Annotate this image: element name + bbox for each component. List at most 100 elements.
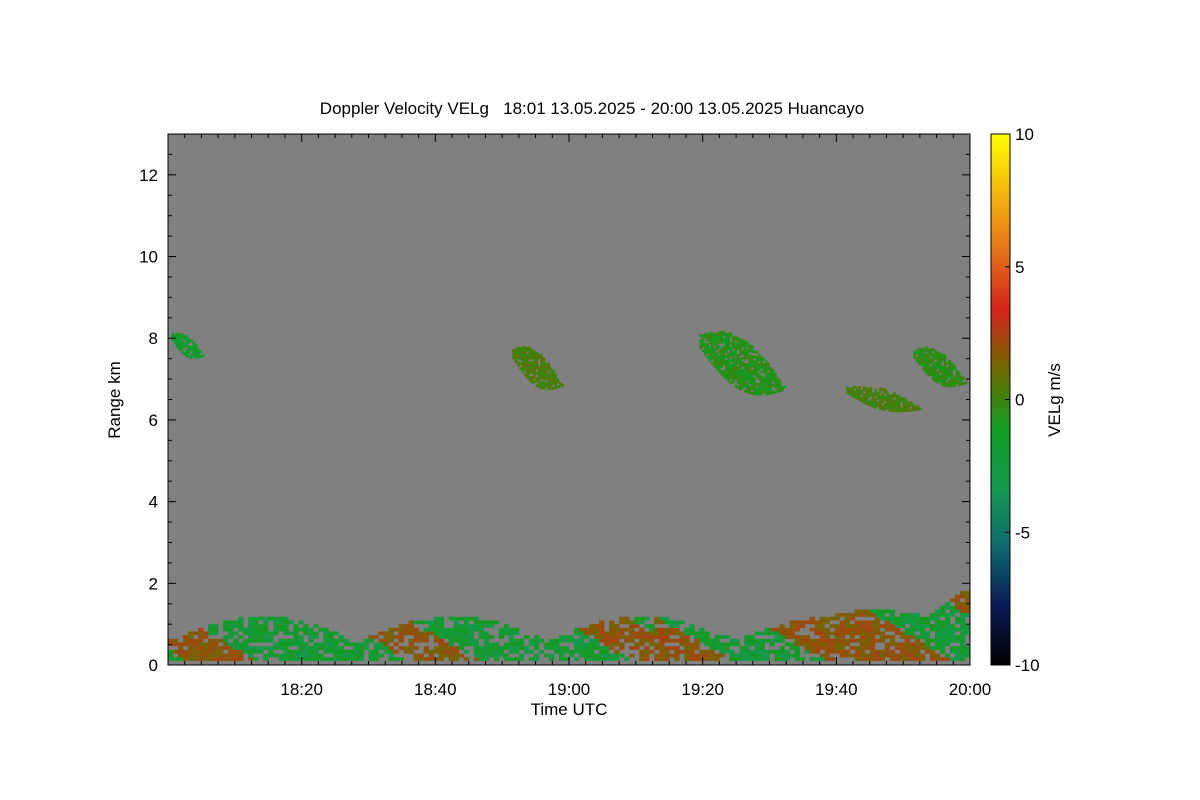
echo-feature-cell <box>774 385 777 389</box>
echo-feature-cell <box>897 399 901 403</box>
boundary-layer-cell <box>208 646 214 650</box>
echo-feature-cell <box>514 357 518 361</box>
boundary-layer-cell <box>654 646 660 650</box>
boundary-layer-cell <box>949 605 956 610</box>
boundary-layer-cell <box>839 624 845 628</box>
boundary-layer-cell <box>183 642 189 647</box>
boundary-layer-cell <box>899 620 906 625</box>
boundary-layer-cell <box>699 657 705 661</box>
boundary-layer-cell <box>579 642 585 647</box>
echo-feature-cell <box>732 378 735 381</box>
boundary-layer-cell <box>203 649 209 654</box>
boundary-layer-cell <box>453 646 459 650</box>
boundary-layer-cell <box>884 649 891 654</box>
boundary-layer-cell <box>654 657 660 661</box>
boundary-layer-cell <box>513 627 520 632</box>
echo-feature-cell <box>860 399 864 403</box>
boundary-layer-cell <box>960 609 966 614</box>
boundary-layer-cell <box>508 631 515 636</box>
boundary-layer-cell <box>458 627 464 632</box>
boundary-layer-cell <box>503 642 510 647</box>
echo-feature-cell <box>727 379 731 383</box>
boundary-layer-cell <box>754 631 760 636</box>
boundary-layer-cell <box>363 646 369 650</box>
boundary-layer-cell <box>383 649 389 654</box>
echo-feature-cell <box>950 377 954 380</box>
echo-feature-cell <box>776 389 780 393</box>
echo-feature-cell <box>755 360 759 364</box>
echo-feature-cell <box>931 377 935 381</box>
boundary-layer-cell <box>934 613 941 617</box>
echo-feature-cell <box>846 391 850 395</box>
boundary-layer-cell <box>413 657 419 661</box>
echo-feature-cell <box>776 382 780 386</box>
echo-feature-cell <box>767 379 770 383</box>
echo-feature-cell <box>708 336 712 340</box>
boundary-layer-cell <box>283 653 289 658</box>
boundary-layer-cell <box>814 627 820 632</box>
boundary-layer-cell <box>955 602 961 606</box>
echo-feature-cell <box>851 386 854 390</box>
echo-feature-cell <box>895 397 899 400</box>
boundary-layer-cell <box>398 657 404 661</box>
echo-feature-cell <box>718 333 721 337</box>
boundary-layer-cell <box>874 620 881 625</box>
boundary-layer-cell <box>794 642 800 647</box>
echo-feature-cell <box>530 378 534 382</box>
echo-feature-cell <box>741 371 745 375</box>
echo-feature-cell <box>718 357 721 361</box>
boundary-layer-cell <box>343 642 349 647</box>
boundary-layer-cell <box>418 635 424 639</box>
boundary-layer-cell <box>528 657 535 661</box>
echo-feature-cell <box>713 335 717 339</box>
echo-feature-cell <box>523 346 527 350</box>
echo-feature-cell <box>931 372 935 376</box>
boundary-layer-cell <box>864 657 870 661</box>
boundary-layer-cell <box>914 613 921 617</box>
echo-feature-cell <box>715 367 719 371</box>
echo-feature-cell <box>519 352 522 356</box>
echo-feature-cell <box>725 342 728 346</box>
echo-feature-cell <box>544 365 548 369</box>
echo-feature-cell <box>895 402 899 405</box>
boundary-layer-cell <box>488 635 495 639</box>
boundary-layer-cell <box>388 638 394 643</box>
echo-feature-cell <box>945 376 949 380</box>
echo-feature-cell <box>753 389 756 393</box>
echo-feature-cell <box>917 352 921 356</box>
boundary-layer-cell <box>769 631 775 636</box>
echo-feature-cell <box>178 333 182 337</box>
boundary-layer-cell <box>679 638 685 643</box>
echo-feature-cell <box>715 357 719 361</box>
echo-feature-cell <box>178 335 182 339</box>
boundary-layer-cell <box>313 635 319 639</box>
echo-feature-cell <box>711 342 714 345</box>
boundary-layer-cell <box>378 642 384 647</box>
echo-feature-cell <box>741 386 745 390</box>
boundary-layer-cell <box>298 638 304 643</box>
echo-feature-cell <box>544 362 548 366</box>
boundary-layer-cell <box>674 649 680 654</box>
echo-feature-cell <box>180 350 184 354</box>
boundary-layer-cell <box>493 649 500 654</box>
echo-feature-cell <box>199 355 203 358</box>
boundary-layer-cell <box>869 631 876 636</box>
boundary-layer-cell <box>308 627 314 632</box>
boundary-layer-cell <box>318 627 324 632</box>
echo-feature-cell <box>178 343 182 346</box>
echo-feature-cell <box>732 358 735 362</box>
echo-feature-cell <box>526 373 529 377</box>
boundary-layer-cell <box>373 642 379 647</box>
boundary-layer-cell <box>248 657 254 661</box>
boundary-layer-cell <box>960 624 966 628</box>
echo-feature-cell <box>173 334 177 338</box>
echo-feature-cell <box>746 351 749 355</box>
echo-feature-cell <box>516 356 520 360</box>
echo-feature-cell <box>869 389 873 393</box>
echo-feature-cell <box>938 377 942 380</box>
boundary-layer-cell <box>323 646 329 650</box>
boundary-layer-cell <box>769 642 775 647</box>
echo-feature-cell <box>711 337 714 341</box>
echo-feature-cell <box>948 374 951 378</box>
echo-feature-cell <box>760 390 763 394</box>
